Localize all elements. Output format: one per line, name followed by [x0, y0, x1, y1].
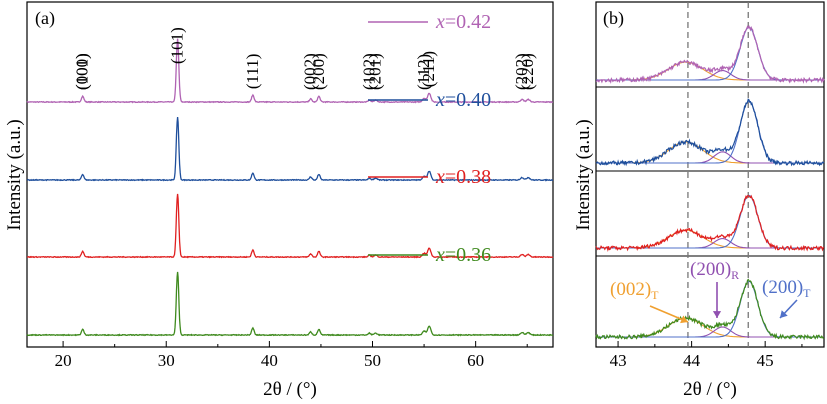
x-tick-label: 43: [610, 351, 627, 370]
peak-label: (201): [366, 53, 385, 90]
arrow-head: [680, 315, 688, 324]
peak-label: (001): [73, 53, 92, 90]
panel-b: (b) (002)T (200)R (200)T 43 44 45 Intensity …: [573, 1, 825, 400]
legend-label: x=0.36: [435, 244, 491, 266]
legend-label: x=0.40: [435, 89, 491, 111]
x-tick-label: 30: [158, 351, 175, 370]
x-tick-label: 40: [261, 351, 278, 370]
trace-x-0-40: [26, 116, 554, 182]
arrow-head: [780, 310, 788, 318]
trace-x-0-38: [27, 193, 554, 259]
measured-trace: [595, 98, 825, 167]
peak-label: (202): [512, 53, 531, 90]
legend-label: x=0.42: [435, 11, 491, 33]
annotation-arrow: [649, 305, 689, 323]
measured-trace: [595, 194, 825, 252]
peak-label: (200): [309, 53, 328, 90]
panel-a-label: (a): [35, 8, 55, 29]
peak-label: (002): [301, 53, 320, 90]
arrow-head: [712, 311, 722, 318]
legend-label: x=0.38: [435, 166, 491, 188]
trace-x-0-42: [26, 38, 554, 104]
panel-a-frame: [26, 1, 554, 348]
x-tick-label: 44: [683, 351, 701, 370]
peak-label: (111): [243, 54, 262, 90]
fit-component: [596, 151, 823, 164]
panel-b-ylabel: Intensity (a.u.): [573, 119, 594, 230]
panel-a: (a) (001)(100)(101)(111) (002)(200) (102)(…: [4, 1, 554, 400]
panel-a-xlabel: 2θ / (°): [263, 379, 317, 400]
panel-b-xlabel: 2θ / (°): [683, 379, 737, 400]
trace-x-0-36: [26, 271, 554, 337]
fit-component: [596, 100, 823, 164]
peak-label: (112): [414, 54, 433, 90]
peak-label: (102): [359, 53, 378, 90]
fit-component-label: (002)T: [610, 279, 659, 302]
panel-b-frame: [595, 1, 825, 348]
x-tick-label: 60: [467, 351, 484, 370]
x-tick-label: 50: [364, 351, 381, 370]
peak-label: (211): [419, 51, 438, 87]
fit-component: [596, 194, 823, 249]
x-tick-label: 45: [757, 351, 774, 370]
peak-label: (101): [168, 27, 187, 64]
peak-label: (100): [73, 53, 92, 90]
x-tick-label: 20: [55, 351, 72, 370]
measured-trace: [595, 278, 825, 341]
peak-label: (220): [518, 53, 537, 90]
fit-component-label: (200)R: [690, 259, 739, 282]
measured-trace: [595, 25, 825, 84]
panel-a-ylabel: Intensity (a.u.): [4, 119, 25, 230]
panel-b-label: (b): [603, 8, 624, 29]
fit-component-label: (200)T: [762, 277, 811, 300]
